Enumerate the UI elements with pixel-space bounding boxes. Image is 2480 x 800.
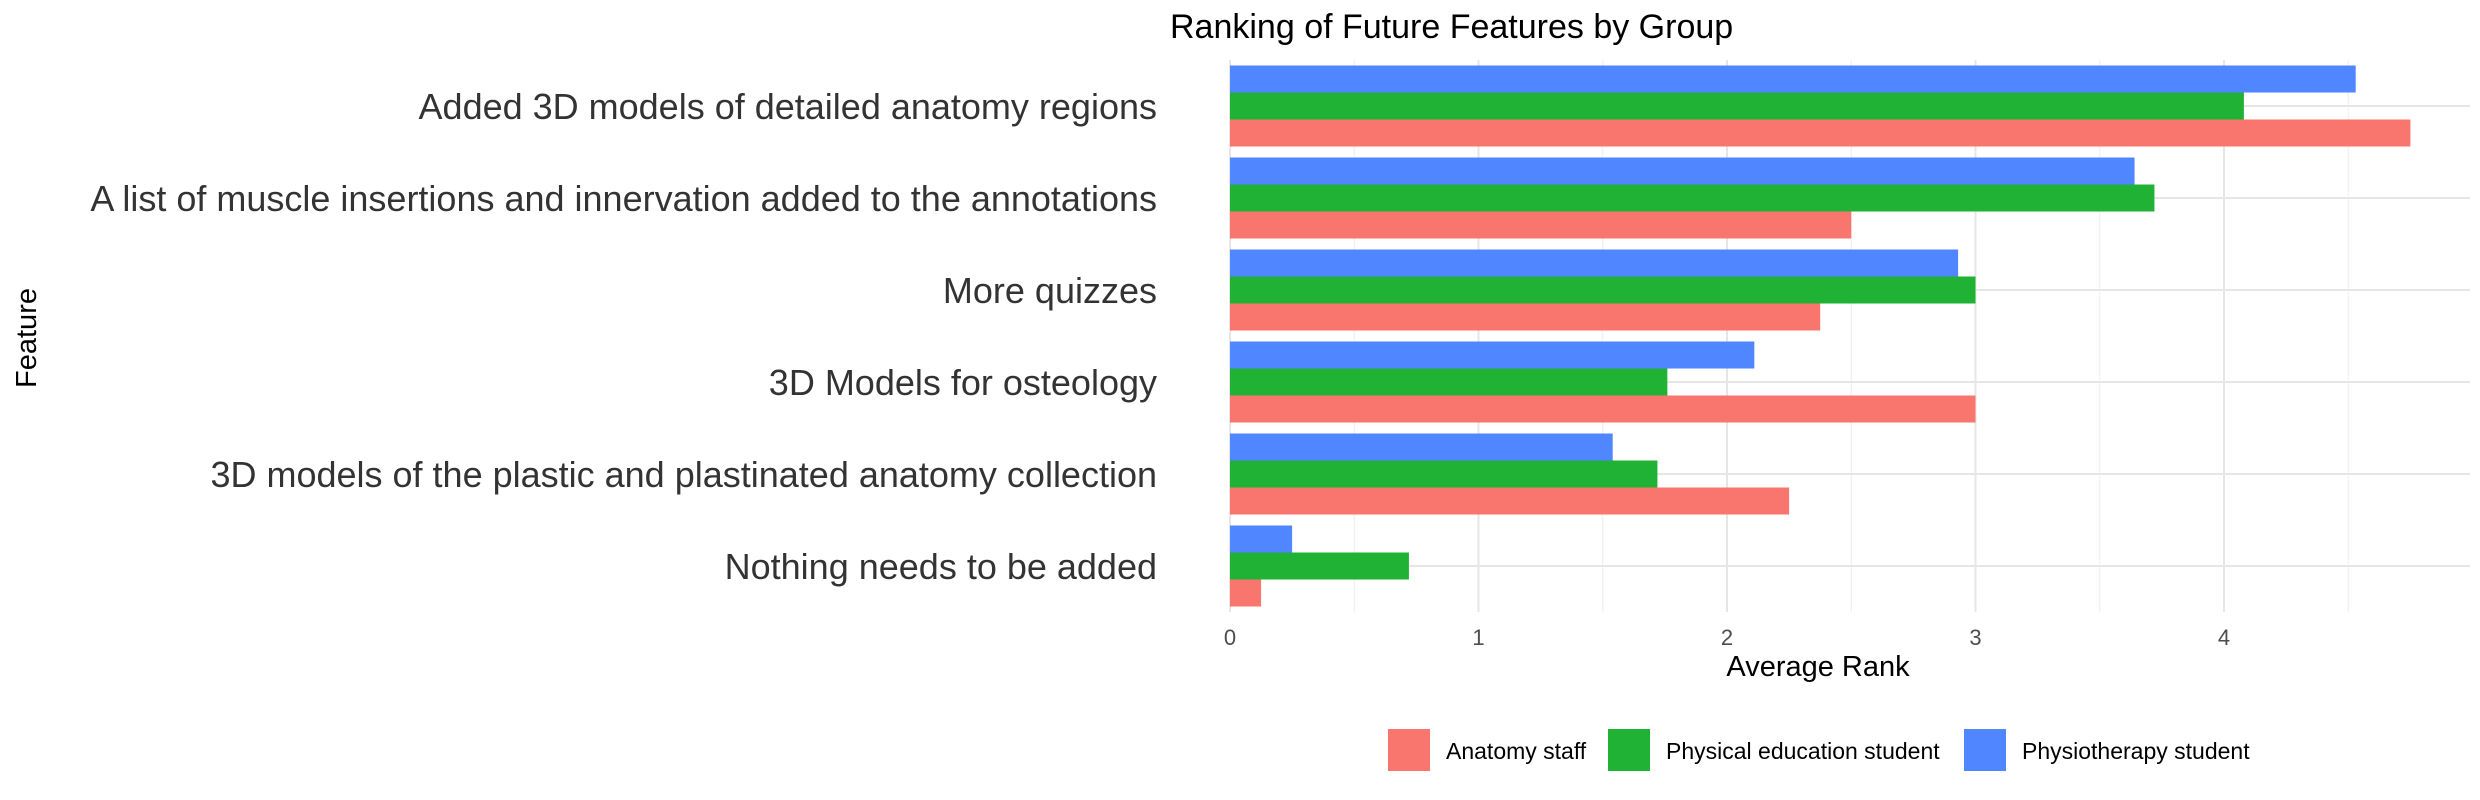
legend-swatch (1388, 729, 1430, 771)
bar-anatomy-staff-5 (1230, 487, 1790, 515)
bar-physical-education-student-5 (1230, 460, 1658, 488)
x-tick-label: 3 (1969, 625, 1981, 650)
legend-label: Physiotherapy student (2022, 738, 2250, 764)
bar-physiotherapy-student-4 (1230, 341, 1755, 369)
y-tick-labels: Added 3D models of detailed anatomy regi… (90, 86, 1157, 587)
legend: Anatomy staff Physical education student P… (1388, 729, 2250, 771)
bar-physical-education-student-2 (1230, 184, 2155, 212)
legend-swatch (1608, 729, 1650, 771)
bar-physical-education-student-1 (1230, 92, 2244, 120)
bar-physiotherapy-student-6 (1230, 525, 1293, 553)
bar-physiotherapy-student-5 (1230, 433, 1613, 461)
x-tick-label: 4 (2218, 625, 2230, 650)
x-tick-labels: 0 1 2 3 4 (1224, 625, 2230, 650)
chart-title: Ranking of Future Features by Group (1170, 8, 1733, 46)
bar-physiotherapy-student-3 (1230, 249, 1959, 277)
bar-physical-education-student-4 (1230, 368, 1668, 396)
legend-label: Physical education student (1666, 738, 1940, 764)
y-tick-label: Nothing needs to be added (725, 546, 1157, 587)
legend-swatch (1964, 729, 2006, 771)
x-tick-label: 1 (1472, 625, 1484, 650)
y-tick-label: More quizzes (943, 270, 1157, 311)
legend-label: Anatomy staff (1446, 738, 1587, 764)
y-tick-label: 3D models of the plastic and plastinated… (210, 454, 1157, 495)
y-tick-label: 3D Models for osteology (769, 362, 1157, 403)
bar-anatomy-staff-3 (1230, 303, 1821, 331)
bar-physical-education-student-6 (1230, 552, 1409, 580)
x-tick-label: 0 (1224, 625, 1236, 650)
x-axis-title: Average Rank (1726, 651, 1910, 683)
y-tick-label: Added 3D models of detailed anatomy regi… (419, 86, 1157, 127)
bars (1230, 65, 2411, 607)
bar-physical-education-student-3 (1230, 276, 1976, 304)
bar-anatomy-staff-4 (1230, 395, 1976, 423)
y-tick-label: A list of muscle insertions and innervat… (90, 178, 1157, 219)
bar-anatomy-staff-2 (1230, 211, 1852, 239)
bar-anatomy-staff-6 (1230, 579, 1262, 607)
bar-anatomy-staff-1 (1230, 119, 2411, 147)
x-tick-label: 2 (1721, 625, 1733, 650)
bar-physiotherapy-student-1 (1230, 65, 2356, 93)
y-axis-title: Feature (11, 288, 43, 388)
bar-physiotherapy-student-2 (1230, 157, 2135, 185)
